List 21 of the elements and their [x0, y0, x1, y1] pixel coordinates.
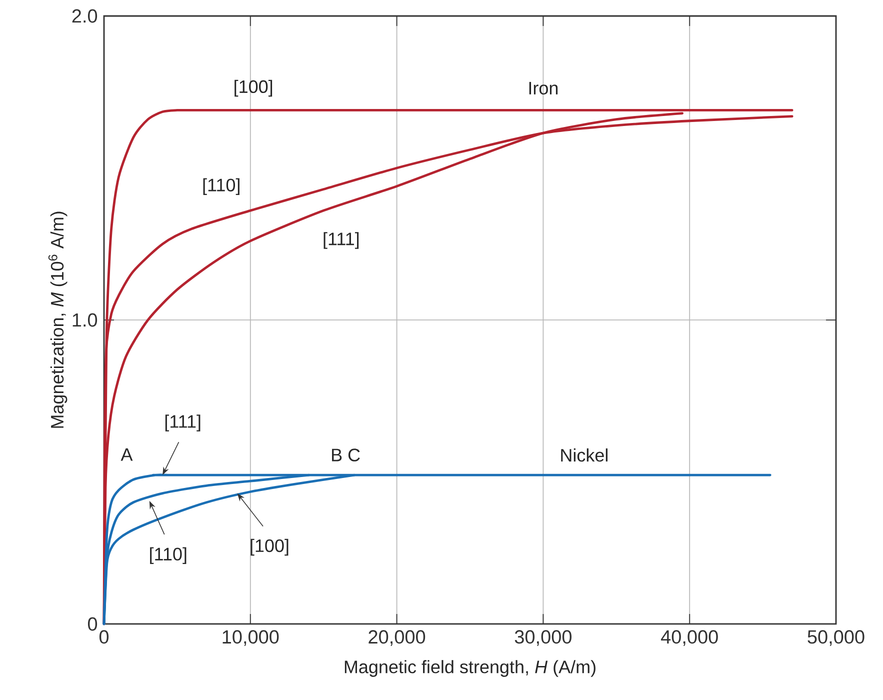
annotation: [111]	[324, 232, 359, 249]
y-tick-label: 1.0	[72, 313, 98, 327]
y-tick-label: 2.0	[72, 9, 98, 23]
annotation: B C	[332, 448, 360, 462]
x-tick-label: 30,000	[514, 630, 572, 646]
y-axis-title: Magnetization, M (10$^{6}$ A/m)	[48, 212, 68, 428]
x-tick-label: 10,000	[222, 630, 279, 646]
annotation: [111]	[165, 414, 200, 432]
y-tick-label: 0	[88, 617, 98, 631]
annotation: A	[120, 448, 133, 461]
x-axis-title: Magnetic field strength, H (A/m)	[344, 660, 596, 677]
annotation: Iron	[529, 82, 558, 95]
x-tick-label: 40,000	[660, 630, 718, 646]
annotation: Nickel	[561, 448, 608, 462]
annotation: [110]	[203, 178, 240, 196]
x-tick-label: 50,000	[808, 630, 864, 646]
x-tick-label: 0	[99, 630, 109, 644]
annotation: [110]	[150, 547, 186, 564]
x-tick-label: 20,000	[368, 630, 426, 646]
annotation: [100]	[250, 538, 288, 556]
annotation: [100]	[234, 80, 272, 97]
